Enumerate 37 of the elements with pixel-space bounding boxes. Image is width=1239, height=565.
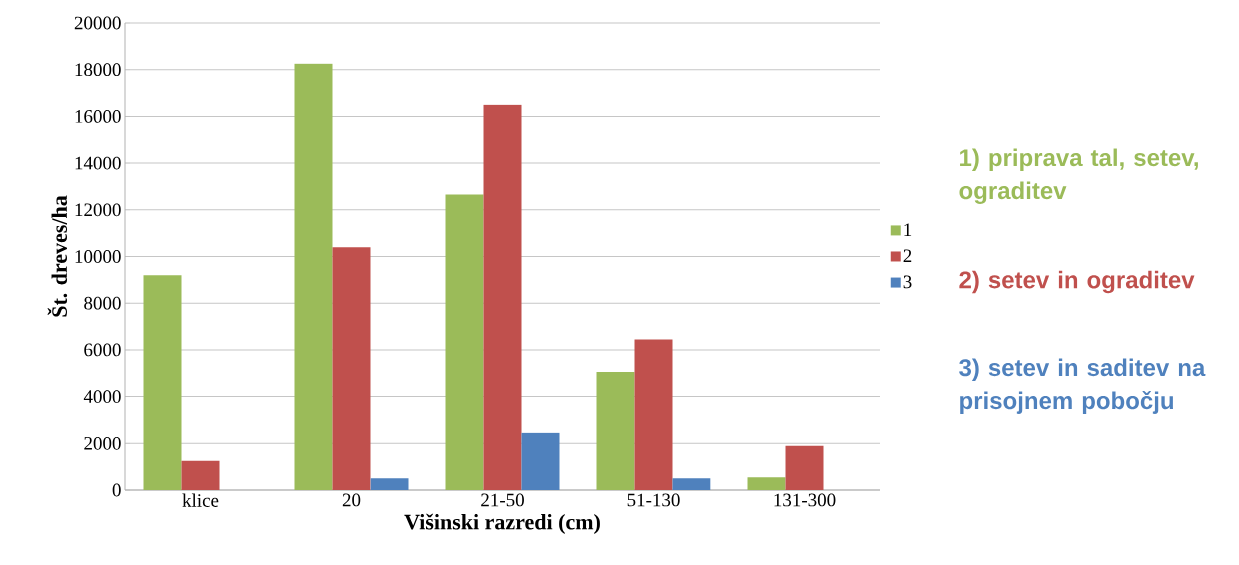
- bar: [521, 432, 560, 490]
- bar: [785, 445, 824, 490]
- text: 3) setev in saditev na prisojnem pobočju: [959, 358, 1206, 414]
- bar: [596, 372, 635, 490]
- bar: [332, 247, 371, 490]
- y-tick-label: 6000: [84, 343, 121, 357]
- x-axis-title: Višinski razredi (cm): [404, 513, 600, 534]
- bar: [747, 477, 786, 490]
- x-tick-label: 20: [342, 493, 361, 507]
- y-tick-label: 2000: [84, 436, 121, 450]
- y-tick-label: 14000: [75, 156, 121, 170]
- y-axis-title: Št. dreves/ha: [47, 195, 68, 317]
- legend-label: 2: [903, 249, 912, 263]
- x-tick-label: 21-50: [481, 493, 524, 507]
- y-tick-label: 8000: [84, 296, 121, 310]
- bar: [672, 478, 711, 490]
- x-tick-label: 131-300: [774, 493, 836, 507]
- x-tick-label: 51-130: [627, 493, 680, 507]
- bar: [294, 63, 333, 490]
- y-tick-label: 4000: [83, 390, 121, 404]
- bar: [483, 104, 522, 490]
- y-tick-label: 20000: [74, 16, 121, 30]
- y-tick-label: 10000: [75, 250, 121, 263]
- y-tick-label: 16000: [75, 110, 121, 123]
- legend-label: 1: [904, 223, 912, 236]
- bar: [634, 339, 673, 490]
- bar: [445, 194, 484, 490]
- bar: [143, 275, 182, 490]
- text: 2) setev in ograditev: [959, 270, 1195, 294]
- x-tick-label: klice: [182, 493, 219, 507]
- bar: [370, 478, 409, 490]
- legend-label: 3: [903, 275, 912, 289]
- y-tick-label: 12000: [75, 203, 121, 217]
- y-tick-label: 0: [112, 483, 121, 497]
- bar: [181, 460, 220, 490]
- text: 1) priprava tal, setev, ograditev: [959, 148, 1198, 204]
- y-tick-label: 18000: [75, 63, 121, 77]
